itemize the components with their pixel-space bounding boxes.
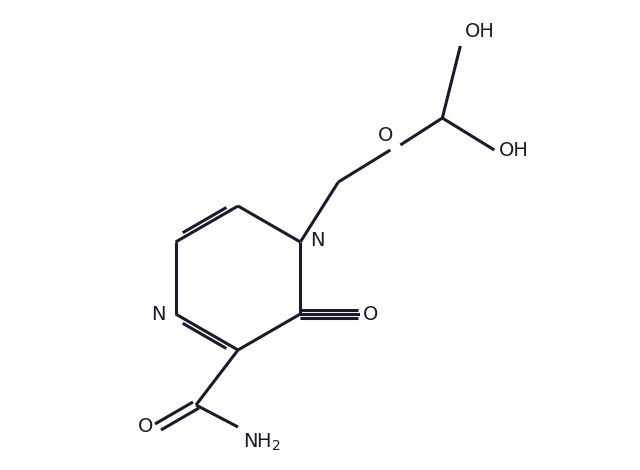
Text: NH$_2$: NH$_2$ — [243, 432, 281, 453]
Text: O: O — [138, 417, 153, 437]
Text: N: N — [310, 230, 325, 250]
Text: OH: OH — [465, 22, 495, 41]
Text: N: N — [151, 305, 166, 323]
Text: OH: OH — [499, 141, 529, 159]
Text: O: O — [364, 305, 379, 323]
Text: O: O — [378, 126, 393, 145]
